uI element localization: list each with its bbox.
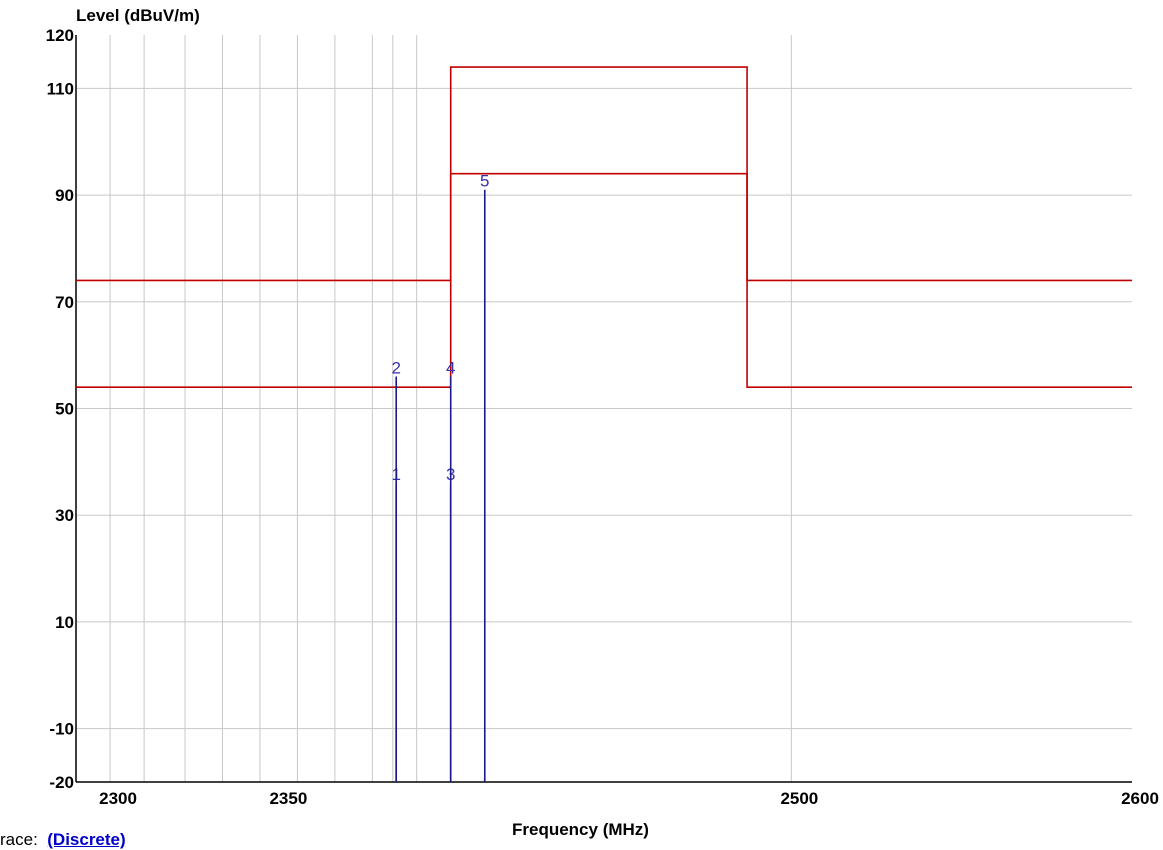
y-tick-label: 30: [55, 506, 74, 525]
y-axis-label: Level (dBuV/m): [76, 6, 200, 25]
trace-prefix: race:: [0, 830, 38, 849]
x-tick-label: 2350: [269, 789, 307, 808]
y-tick-label: 50: [55, 400, 74, 419]
y-tick-label: -10: [49, 720, 74, 739]
y-tick-label: 110: [47, 79, 74, 98]
y-tick-label: 10: [55, 613, 74, 632]
x-tick-label: 2500: [780, 789, 818, 808]
x-tick-label: 2300: [99, 789, 137, 808]
x-axis-label: Frequency (MHz): [512, 820, 649, 839]
limit-line: [76, 66, 1132, 282]
marker-label: 2: [391, 358, 400, 377]
y-tick-label: 120: [46, 26, 74, 45]
marker-label: 5: [480, 172, 489, 191]
x-tick-label: 2600: [1121, 789, 1159, 808]
trace-type-link[interactable]: (Discrete): [47, 830, 126, 849]
y-tick-label: -20: [49, 773, 74, 792]
y-tick-label: 90: [55, 186, 74, 205]
marker-label: 4: [446, 358, 455, 377]
limit-line: [76, 172, 1132, 388]
trace-selector: race: (Discrete): [0, 830, 126, 850]
y-tick-label: 70: [55, 293, 74, 312]
